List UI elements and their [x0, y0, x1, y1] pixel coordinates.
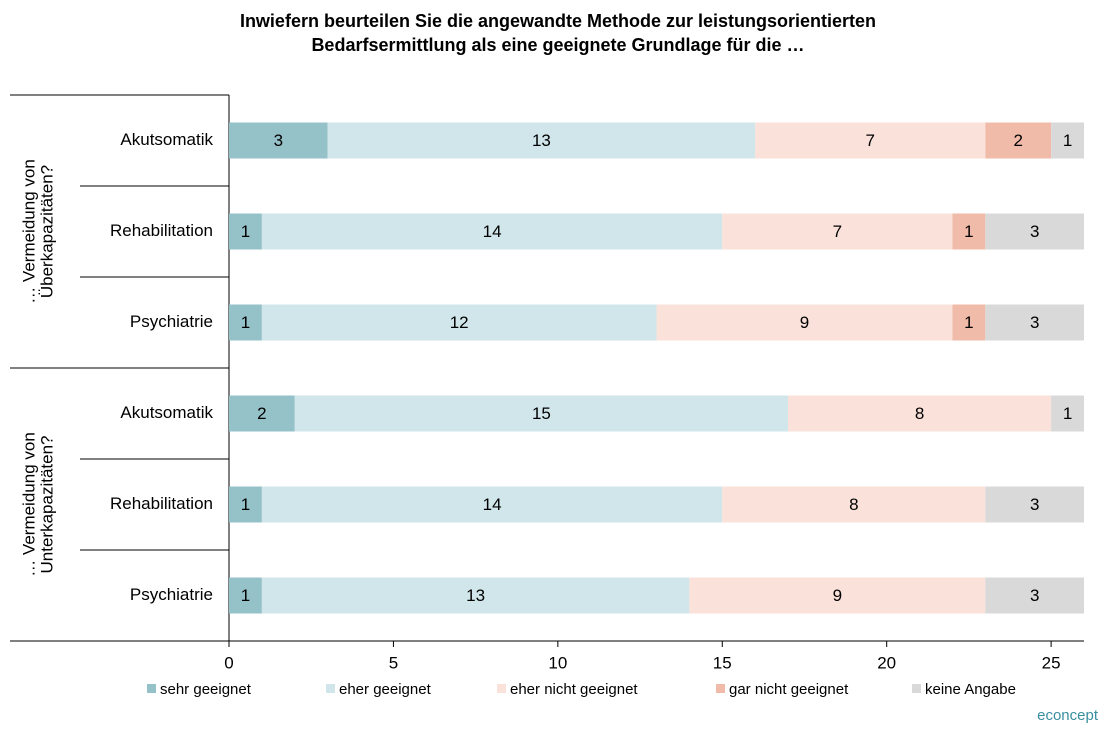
bar-segment [261, 304, 657, 341]
x-tick-label: 5 [389, 653, 398, 672]
data-label: 1 [1063, 404, 1072, 423]
bar-segment [788, 395, 1052, 432]
bar-segment [722, 486, 986, 523]
data-label: 3 [1030, 222, 1039, 241]
data-label: 14 [483, 495, 502, 514]
group-label: Überkapazitäten? [37, 165, 56, 298]
legend-swatch [497, 684, 506, 693]
legend-swatch [716, 684, 725, 693]
bar-segment [952, 213, 986, 250]
bar-segment [229, 577, 262, 614]
data-label: 13 [532, 131, 551, 150]
legend-label: gar nicht geeignet [729, 681, 849, 698]
category-label: Rehabilitation [110, 494, 213, 513]
bar-segment [952, 304, 986, 341]
bar-segment [229, 122, 328, 159]
bar-segment [656, 304, 953, 341]
data-label: 9 [833, 586, 842, 605]
bar-segment [689, 577, 986, 614]
data-label: 1 [241, 495, 250, 514]
x-tick-label: 10 [548, 653, 567, 672]
legend-swatch [147, 684, 156, 693]
data-label: 1 [241, 586, 250, 605]
data-label: 7 [866, 131, 875, 150]
legend-swatch [912, 684, 921, 693]
data-label: 2 [1013, 131, 1022, 150]
bar-segment [755, 122, 986, 159]
data-label: 9 [800, 313, 809, 332]
category-label: Rehabilitation [110, 221, 213, 240]
bar-segment [985, 486, 1084, 523]
data-label: 8 [849, 495, 858, 514]
x-tick-label: 0 [224, 653, 233, 672]
data-label: 1 [1063, 131, 1072, 150]
bar-segment [985, 122, 1052, 159]
bar-segment [261, 577, 690, 614]
data-label: 1 [241, 222, 250, 241]
chart-title: Bedarfsermittlung als eine geeignete Gru… [311, 35, 804, 55]
bar-segment [1051, 122, 1084, 159]
bar-segment [261, 213, 723, 250]
group-label: … Vermeidung von [19, 159, 38, 304]
data-label: 12 [450, 313, 469, 332]
bar-segment [294, 395, 789, 432]
bar-segment [327, 122, 756, 159]
bar-segment [985, 577, 1084, 614]
legend-label: eher geeignet [339, 681, 432, 698]
data-label: 1 [964, 313, 973, 332]
data-label: 2 [257, 404, 266, 423]
category-label: Psychiatrie [130, 312, 213, 331]
bar-segment [229, 486, 262, 523]
category-label: Akutsomatik [120, 130, 213, 149]
category-label: Psychiatrie [130, 585, 213, 604]
data-label: 8 [915, 404, 924, 423]
bar-segment [229, 304, 262, 341]
group-label: … Vermeidung von [19, 432, 38, 577]
source: econcept [1037, 707, 1099, 724]
legend-label: eher nicht geeignet [510, 681, 638, 698]
x-tick-label: 25 [1042, 653, 1061, 672]
x-tick-label: 15 [713, 653, 732, 672]
data-label: 1 [241, 313, 250, 332]
legend-label: sehr geeignet [160, 681, 252, 698]
data-label: 14 [483, 222, 502, 241]
bar-segment [985, 213, 1084, 250]
bar-segment [229, 395, 295, 432]
bar-segment [1051, 395, 1084, 432]
data-label: 3 [1030, 313, 1039, 332]
data-label: 3 [1030, 586, 1039, 605]
legend-label: keine Angabe [925, 681, 1016, 698]
data-label: 3 [274, 131, 283, 150]
legend-swatch [326, 684, 335, 693]
chart-title: Inwiefern beurteilen Sie die angewandte … [240, 11, 876, 31]
bar-segment [229, 213, 262, 250]
data-label: 15 [532, 404, 551, 423]
data-label: 1 [964, 222, 973, 241]
data-label: 13 [466, 586, 485, 605]
x-tick-label: 20 [877, 653, 896, 672]
bar-segment [722, 213, 953, 250]
bar-segment [985, 304, 1084, 341]
data-label: 7 [833, 222, 842, 241]
group-label: Unterkapazitäten? [37, 436, 56, 574]
bar-segment [261, 486, 723, 523]
data-label: 3 [1030, 495, 1039, 514]
category-label: Akutsomatik [120, 403, 213, 422]
